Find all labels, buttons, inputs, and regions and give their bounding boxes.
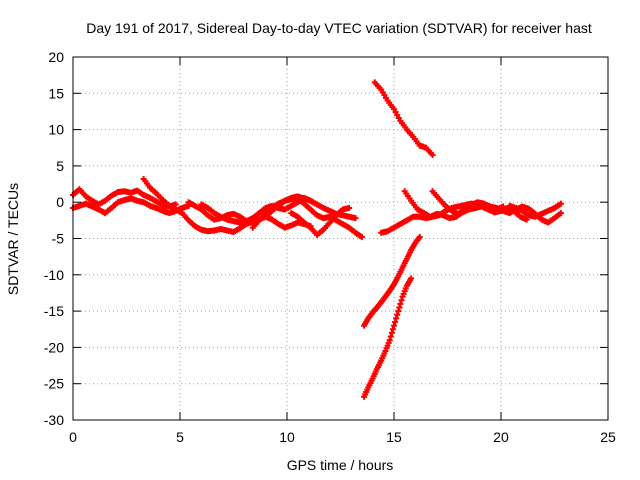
data-point xyxy=(358,234,365,241)
series-arc-11 xyxy=(361,275,415,400)
data-point xyxy=(352,215,359,222)
y-tick-label: 5 xyxy=(56,158,64,174)
y-tick-label: -15 xyxy=(44,303,64,319)
data-point xyxy=(395,308,402,315)
data-point-interp xyxy=(388,329,395,336)
data-series xyxy=(70,79,564,400)
grid xyxy=(73,57,608,420)
x-tick-label: 15 xyxy=(386,429,402,445)
series-arc-9 xyxy=(371,79,436,159)
y-tick-label: 10 xyxy=(48,122,64,138)
data-point-interp xyxy=(398,297,405,304)
series-arc-2 xyxy=(70,195,192,217)
y-tick-label: 20 xyxy=(48,49,64,65)
y-tick-label: -20 xyxy=(44,339,64,355)
y-tick-label: 0 xyxy=(56,194,64,210)
y-tick-label: 15 xyxy=(48,85,64,101)
data-point-interp xyxy=(394,311,401,318)
data-point xyxy=(557,210,564,217)
x-tick-label: 25 xyxy=(600,429,616,445)
data-point-interp xyxy=(393,315,400,322)
chart-title: Day 191 of 2017, Sidereal Day-to-day VTE… xyxy=(86,20,592,36)
data-point xyxy=(408,275,415,282)
x-tick-label: 0 xyxy=(69,429,77,445)
y-tick-label: -25 xyxy=(44,376,64,392)
data-point xyxy=(386,337,393,344)
y-tick-label: -10 xyxy=(44,267,64,283)
data-point xyxy=(429,152,436,159)
series-arc-8 xyxy=(262,193,359,222)
y-tick-label: -30 xyxy=(44,412,64,428)
data-point xyxy=(416,234,423,241)
data-point xyxy=(346,205,353,212)
y-tick-label: -5 xyxy=(52,231,65,247)
data-point-interp xyxy=(389,326,396,333)
x-axis-label: GPS time / hours xyxy=(287,457,394,473)
data-point xyxy=(172,201,179,208)
axis-ticks: 0 5 10 15 20 25 20 15 10 5 0 -5 -10 -15 -20 -25 -30 xyxy=(44,49,616,445)
series-arc-4 xyxy=(185,194,320,225)
data-point xyxy=(557,200,564,207)
x-tick-label: 10 xyxy=(279,429,295,445)
data-point xyxy=(391,322,397,329)
x-tick-label: 5 xyxy=(176,429,184,445)
y-axis-label: SDTVAR / TECUs xyxy=(5,183,21,295)
data-point-interp xyxy=(392,318,399,325)
data-point-interp xyxy=(397,300,404,307)
data-point-interp xyxy=(396,304,403,311)
series-arc-15 xyxy=(506,200,564,220)
x-tick-label: 20 xyxy=(493,429,509,445)
data-point xyxy=(523,216,530,223)
data-point-interp xyxy=(387,333,394,340)
series-arc-10 xyxy=(361,234,423,329)
